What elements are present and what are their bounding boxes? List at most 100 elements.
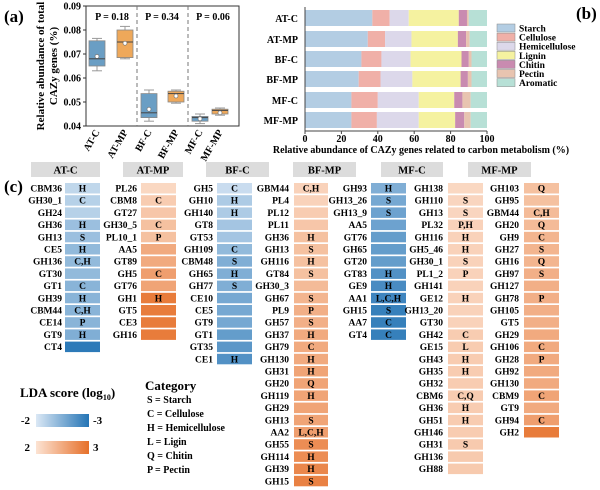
bar-segment-pectin: [464, 112, 471, 128]
x-tick-label: BF-MP: [156, 128, 181, 161]
bar-segment-pectin: [467, 71, 472, 87]
lda-cell: [524, 329, 559, 340]
lda-cell: [217, 341, 252, 353]
lda-cell: [448, 463, 483, 475]
gene-family-label: PL9: [272, 307, 289, 317]
gene-family-label: GH5: [117, 270, 137, 280]
lda-cell: [448, 305, 483, 316]
gene-family-label: GH105: [490, 307, 519, 317]
category-code: P: [308, 307, 314, 317]
lda-cell: [141, 280, 176, 292]
category-code: C: [385, 331, 392, 341]
category-code: H: [307, 355, 315, 365]
gene-family-label: GH130: [490, 380, 519, 390]
gene-family-label: AA7: [349, 319, 368, 329]
gene-family-label: GH1: [117, 294, 137, 304]
gene-family-label: GT30: [420, 319, 443, 329]
category-code: S: [386, 197, 391, 207]
bar-segment-chitin: [458, 10, 467, 26]
gene-family-label: PL4: [272, 197, 289, 207]
lda-cell: [448, 329, 483, 340]
gene-family-label: GH116: [260, 258, 289, 268]
lda-cell: [65, 256, 100, 267]
category-legend-item: P = Pectin: [147, 465, 190, 476]
gene-family-label: GH127: [490, 282, 519, 292]
gene-family-label: CT4: [44, 343, 62, 353]
category-code: P: [80, 319, 86, 329]
y-tick-label: 0.08: [64, 26, 82, 37]
gene-family-label: GH13_26: [328, 197, 367, 207]
bar-segment-chitin: [461, 51, 469, 67]
bar-segment-cellulose: [361, 51, 382, 67]
bar-segment-lignin: [412, 71, 461, 87]
lda-cell: [448, 256, 483, 267]
bar-segment-lignin: [411, 31, 458, 47]
gene-family-label: GH92: [495, 368, 520, 378]
lda-cell: [65, 329, 100, 340]
lda-cell: [524, 280, 559, 292]
bar-segment-lignin: [408, 10, 459, 26]
box-AT-C: [88, 40, 106, 67]
gene-family-label: CBM44: [30, 307, 62, 317]
gene-family-label: AA5: [119, 246, 138, 256]
category-code: H: [79, 331, 87, 341]
lda-cell: [448, 195, 483, 206]
category-code: C: [79, 197, 86, 207]
gene-family-label: GH5: [193, 185, 213, 195]
lda-cell: [217, 207, 252, 218]
category-code: H: [462, 404, 470, 414]
lda-cell: [448, 341, 483, 353]
gene-family-label: GH55: [265, 441, 290, 451]
group-header-MF-C: [381, 162, 443, 177]
group-header-BF-C: [206, 162, 269, 177]
lda-cell: [294, 439, 328, 450]
category-code: S: [80, 233, 85, 243]
lda-cell: [141, 231, 176, 243]
gene-family-label: GT30: [39, 270, 62, 280]
lda-cell: [217, 305, 252, 316]
bar-segment-aromatic: [471, 51, 487, 67]
bar-segment-cellulose: [351, 112, 377, 128]
gene-family-label: GH30_5: [103, 221, 137, 231]
lda-cell: [524, 366, 559, 377]
y-tick-label: AT-C: [275, 14, 298, 25]
category-code: H: [385, 185, 393, 195]
category-code: C: [538, 416, 545, 426]
gene-family-label: GH95: [495, 197, 520, 207]
gene-family-label: GH16: [495, 258, 520, 268]
lda-cell: [448, 427, 483, 438]
lda-cell: [371, 256, 406, 267]
category-code: Q: [307, 380, 314, 390]
category-code: C: [385, 319, 392, 329]
gene-family-label: GT5: [119, 307, 138, 317]
group-header-AT-MP: [123, 162, 183, 177]
legend-label: Aromatic: [519, 79, 557, 89]
panel-a: (a) Relative abundance of total CAZy genes…: [4, 2, 240, 163]
gene-family-label: GH13_20: [404, 307, 443, 317]
gene-family-label: GH130: [260, 355, 289, 365]
category-code: H: [462, 416, 470, 426]
lda-cell: [65, 219, 100, 231]
lda-cell: [294, 353, 328, 365]
x-tick-label: 60: [409, 134, 419, 145]
gene-family-label: CBM36: [30, 185, 62, 195]
gene-family-label: GT89: [114, 258, 137, 268]
gene-family-label: GH57: [265, 319, 290, 329]
x-tick-label: 40: [373, 134, 383, 145]
lda-cell: [294, 463, 328, 475]
x-tick-label: 80: [446, 134, 456, 145]
category-code: H: [231, 270, 239, 280]
lda-cell: [448, 268, 483, 279]
bar-segment-hemicellulose: [376, 112, 419, 128]
lda-cell: [524, 427, 559, 438]
legend-swatch-chitin: [496, 60, 516, 69]
gene-family-label: GH2: [499, 429, 519, 439]
gene-family-label: GH13: [38, 233, 63, 243]
bar-segment-pectin: [468, 51, 472, 67]
colorbar-label: 3: [93, 442, 99, 454]
lda-cell: [217, 219, 252, 231]
category-code: S: [308, 294, 313, 304]
category-code: S: [539, 270, 544, 280]
category-code: P,H: [458, 221, 473, 231]
panel-label: (b): [576, 4, 597, 23]
